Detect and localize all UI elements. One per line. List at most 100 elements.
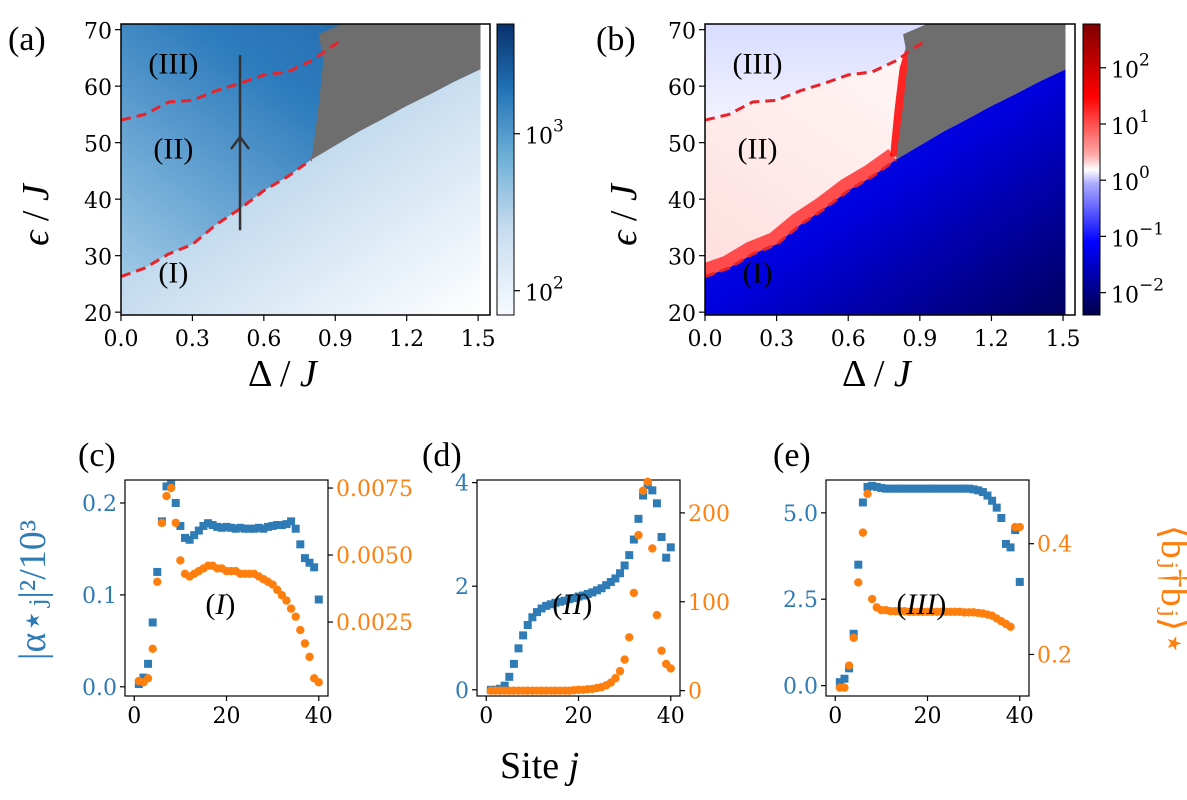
right-tick-label: 0.0075 <box>336 477 413 502</box>
blue-square-point <box>891 484 900 493</box>
left-tick-label: 4 <box>455 472 469 497</box>
right-tick-label: 0.0025 <box>336 611 413 636</box>
left-tick-label: 0 <box>455 679 469 704</box>
blue-square-point <box>978 488 987 497</box>
blue-square-point <box>602 581 611 590</box>
y-tick-label: 70 <box>668 20 696 45</box>
blue-square-point <box>997 514 1006 523</box>
blue-square-point <box>872 482 881 491</box>
x-tick-label: 20 <box>914 704 942 729</box>
blue-square-point <box>914 484 923 493</box>
blue-square-point <box>199 521 208 530</box>
right-tick-label: 100 <box>688 591 730 616</box>
x-axis-label-site: Site j <box>500 745 579 787</box>
blue-square-point <box>268 521 277 530</box>
blue-square-point <box>652 499 661 508</box>
blue-square-point <box>273 521 282 530</box>
blue-square-point <box>556 597 565 606</box>
orange-circle-point <box>638 486 648 495</box>
colorbar-tick-label: 103 <box>525 117 564 150</box>
blue-square-point <box>909 484 918 493</box>
blue-square-point <box>277 521 286 530</box>
blue-square-point <box>532 608 541 617</box>
blue-square-point <box>185 535 194 544</box>
left-tick-label: 2.5 <box>783 588 818 613</box>
x-tick-label: 0 <box>479 704 493 729</box>
x-tick-label: 40 <box>1006 704 1034 729</box>
y-tick-label: 40 <box>84 189 112 214</box>
panel-annotation: (III) <box>896 588 946 621</box>
colorbar-a <box>496 23 515 316</box>
blue-square-point <box>542 601 551 610</box>
x-tick-label: 0.9 <box>902 327 937 352</box>
blue-square-point <box>509 659 518 668</box>
x-tick-label: 0 <box>828 704 842 729</box>
blue-square-point <box>969 485 978 494</box>
orange-circle-point <box>849 633 858 643</box>
blue-square-point <box>213 522 222 531</box>
y-tick-label: 50 <box>668 133 696 158</box>
panel-a-heatmap: (a) (I) (II) (III) 0.0 0.3 0.6 0.9 1.2 1.5 20 30 4… <box>8 20 564 395</box>
blue-square-point <box>208 521 217 530</box>
x-tick-label: 20 <box>213 704 241 729</box>
blue-square-point <box>928 484 937 493</box>
blue-square-point <box>514 644 523 653</box>
blue-square-point <box>840 674 849 683</box>
right-tick-label: 0.2 <box>1037 643 1072 668</box>
colorbar-tick-label: 10−1 <box>1111 219 1164 252</box>
panel-a-frame <box>120 23 491 316</box>
orange-circle-point <box>629 588 639 598</box>
panel-annotation: (I) <box>205 588 235 621</box>
blue-square-point <box>190 531 199 540</box>
colorbar-tick-label: 102 <box>525 274 564 307</box>
panel-b-heatmap: (b) (III) (II) (I) 0.0 0.3 0.6 0.9 1.2 1.5 20 30 4… <box>596 20 1164 395</box>
x-tick-label: 0.0 <box>104 327 139 352</box>
orange-circle-point <box>148 644 157 654</box>
orange-circle-point <box>166 483 176 493</box>
y-axis-label-b: ϵ / J <box>603 182 645 246</box>
blue-square-point <box>905 484 914 493</box>
blue-square-point <box>960 484 969 493</box>
orange-circle-point <box>296 625 305 635</box>
blue-square-point <box>881 484 890 493</box>
blue-square-point <box>983 491 992 500</box>
orange-circle-point <box>858 528 868 537</box>
colorbar-tick-label: 102 <box>1111 51 1150 84</box>
left-tick-label: 0.2 <box>82 492 117 517</box>
blue-square-point <box>546 600 555 609</box>
gray-region <box>896 24 1066 160</box>
blue-square-point <box>171 498 180 507</box>
region-label-1: (I) <box>158 257 188 290</box>
y-axis-label-a: ϵ / J <box>15 182 57 246</box>
blue-square-point <box>1006 543 1015 552</box>
x-tick-label: 1.5 <box>1046 327 1081 352</box>
y-tick-label: 50 <box>84 133 112 158</box>
blue-square-point <box>900 484 909 493</box>
right-tick-label: 0.4 <box>1037 533 1072 558</box>
blue-square-point <box>1001 539 1010 548</box>
orange-circle-point <box>291 612 300 621</box>
orange-circle-point <box>854 578 863 587</box>
left-tick-label: 5.0 <box>783 502 818 527</box>
blue-square-point <box>300 554 309 563</box>
orange-circle-point <box>300 639 310 648</box>
blue-square-point <box>574 592 583 601</box>
region-label-3: (III) <box>148 48 198 81</box>
blue-square-point <box>139 673 148 682</box>
orange-circle-point <box>611 674 620 683</box>
orange-circle-point <box>1006 622 1015 631</box>
x-tick-label: 0.9 <box>318 327 353 352</box>
blue-square-point <box>153 567 162 576</box>
blue-square-point <box>854 560 863 569</box>
blue-square-point <box>523 621 532 630</box>
blue-square-point <box>592 586 601 595</box>
y-tick-label: 70 <box>84 20 112 45</box>
blue-square-point <box>227 523 236 532</box>
blue-square-point <box>162 482 171 491</box>
boundary-lower-curve <box>120 158 313 279</box>
blue-square-point <box>988 496 997 505</box>
blue-square-point <box>222 522 231 531</box>
colorbar-tick-label: 101 <box>1111 107 1150 140</box>
x-tick-label: 1.2 <box>389 327 424 352</box>
